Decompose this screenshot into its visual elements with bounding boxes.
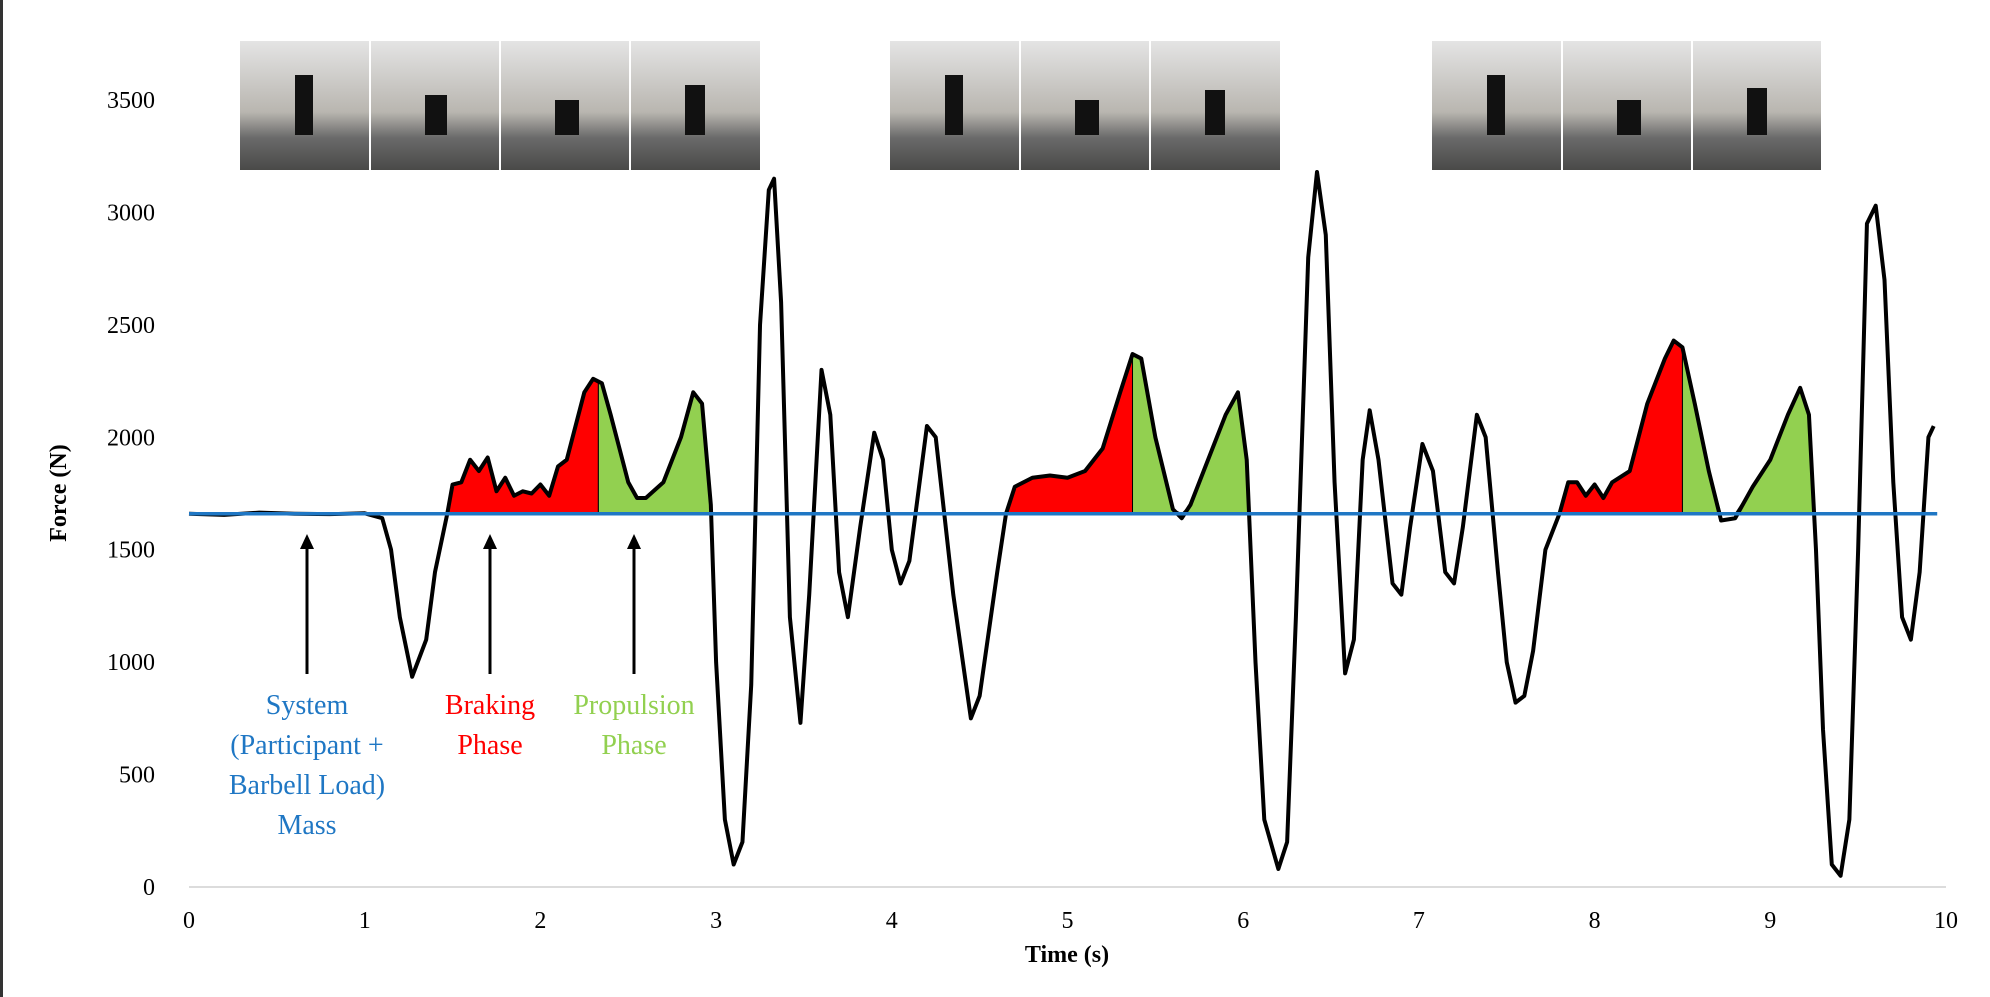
x-tick-label: 2 — [534, 908, 546, 934]
phase-area — [1132, 353, 1249, 515]
annotation-text: Barbell Load) — [229, 770, 385, 801]
arrow-head — [627, 534, 641, 549]
force-line — [188, 169, 1936, 878]
x-tick-label: 1 — [359, 908, 371, 934]
arrow-head — [300, 534, 314, 549]
phase-area — [1005, 353, 1134, 515]
photo-strip — [240, 41, 1821, 170]
phase-area — [1558, 339, 1683, 515]
annotation-text: Phase — [457, 730, 522, 761]
x-axis-label: Time (s) — [1025, 942, 1109, 968]
left-edge — [0, 0, 3, 997]
annotation-text: (Participant + — [230, 730, 383, 761]
y-tick-label: 500 — [119, 763, 155, 789]
x-tick-label: 9 — [1764, 908, 1776, 934]
athletes — [295, 75, 1767, 135]
y-axis-label: Force (N) — [46, 444, 72, 542]
x-tick-label: 0 — [183, 908, 195, 934]
x-tick-label: 5 — [1062, 908, 1074, 934]
annotation-text: Propulsion — [573, 690, 694, 721]
phase-area — [446, 378, 599, 515]
phase-area — [597, 380, 712, 515]
y-tick-label: 2000 — [107, 425, 155, 451]
y-tick-label: 1000 — [107, 650, 155, 676]
arrow-head — [483, 534, 497, 549]
x-tick-label: 3 — [710, 908, 722, 934]
annotation-text: Mass — [277, 810, 336, 841]
y-tick-label: 3000 — [107, 200, 155, 226]
x-tick-label: 6 — [1237, 908, 1249, 934]
y-tick-label: 2500 — [107, 313, 155, 339]
y-tick-label: 3500 — [107, 88, 155, 114]
annotation-text: Phase — [601, 730, 666, 761]
x-tick-label: 8 — [1589, 908, 1601, 934]
x-tick-label: 7 — [1413, 908, 1425, 934]
annotation-text: Braking — [445, 690, 535, 721]
photo-dividers — [369, 41, 1693, 170]
annotation-text: System — [266, 690, 349, 721]
y-tick-label: 0 — [143, 875, 155, 901]
x-tick-label: 4 — [886, 908, 898, 934]
y-tick-label: 1500 — [107, 538, 155, 564]
x-tick-label: 10 — [1934, 908, 1958, 934]
